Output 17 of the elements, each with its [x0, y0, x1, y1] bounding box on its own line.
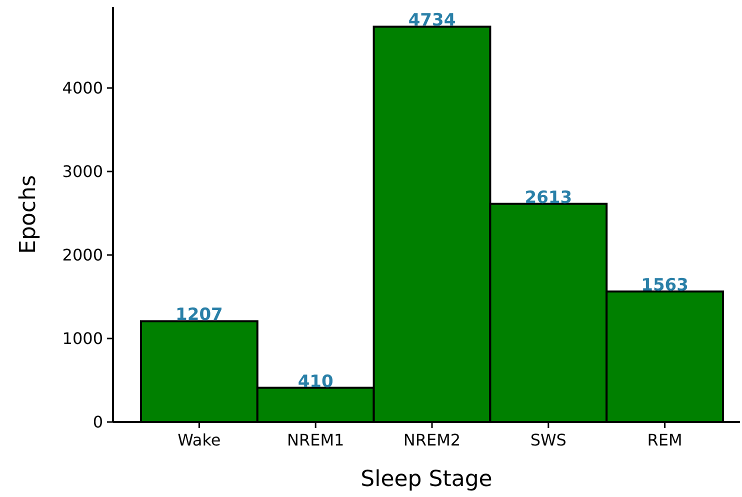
x-tick-label: NREM1	[287, 430, 344, 450]
data-label: 410	[298, 372, 334, 392]
y-tick-label: 1000	[62, 329, 103, 348]
y-tick-label: 0	[92, 412, 103, 432]
x-tick-label: Wake	[178, 430, 221, 450]
x-tick-label: NREM2	[403, 430, 461, 450]
x-axis-title: Sleep Stage	[360, 467, 492, 492]
x-tick-label: SWS	[530, 430, 566, 450]
data-label: 1563	[641, 275, 688, 296]
y-axis-title: Epochs	[16, 175, 41, 254]
y-tick-label: 4000	[62, 78, 103, 98]
data-label: 4734	[408, 10, 456, 31]
y-tick-label: 2000	[62, 246, 103, 265]
data-label: 2613	[524, 188, 572, 208]
data-label: 1207	[176, 305, 223, 326]
x-tick-label: REM	[647, 430, 682, 450]
y-tick-label: 3000	[62, 162, 103, 182]
